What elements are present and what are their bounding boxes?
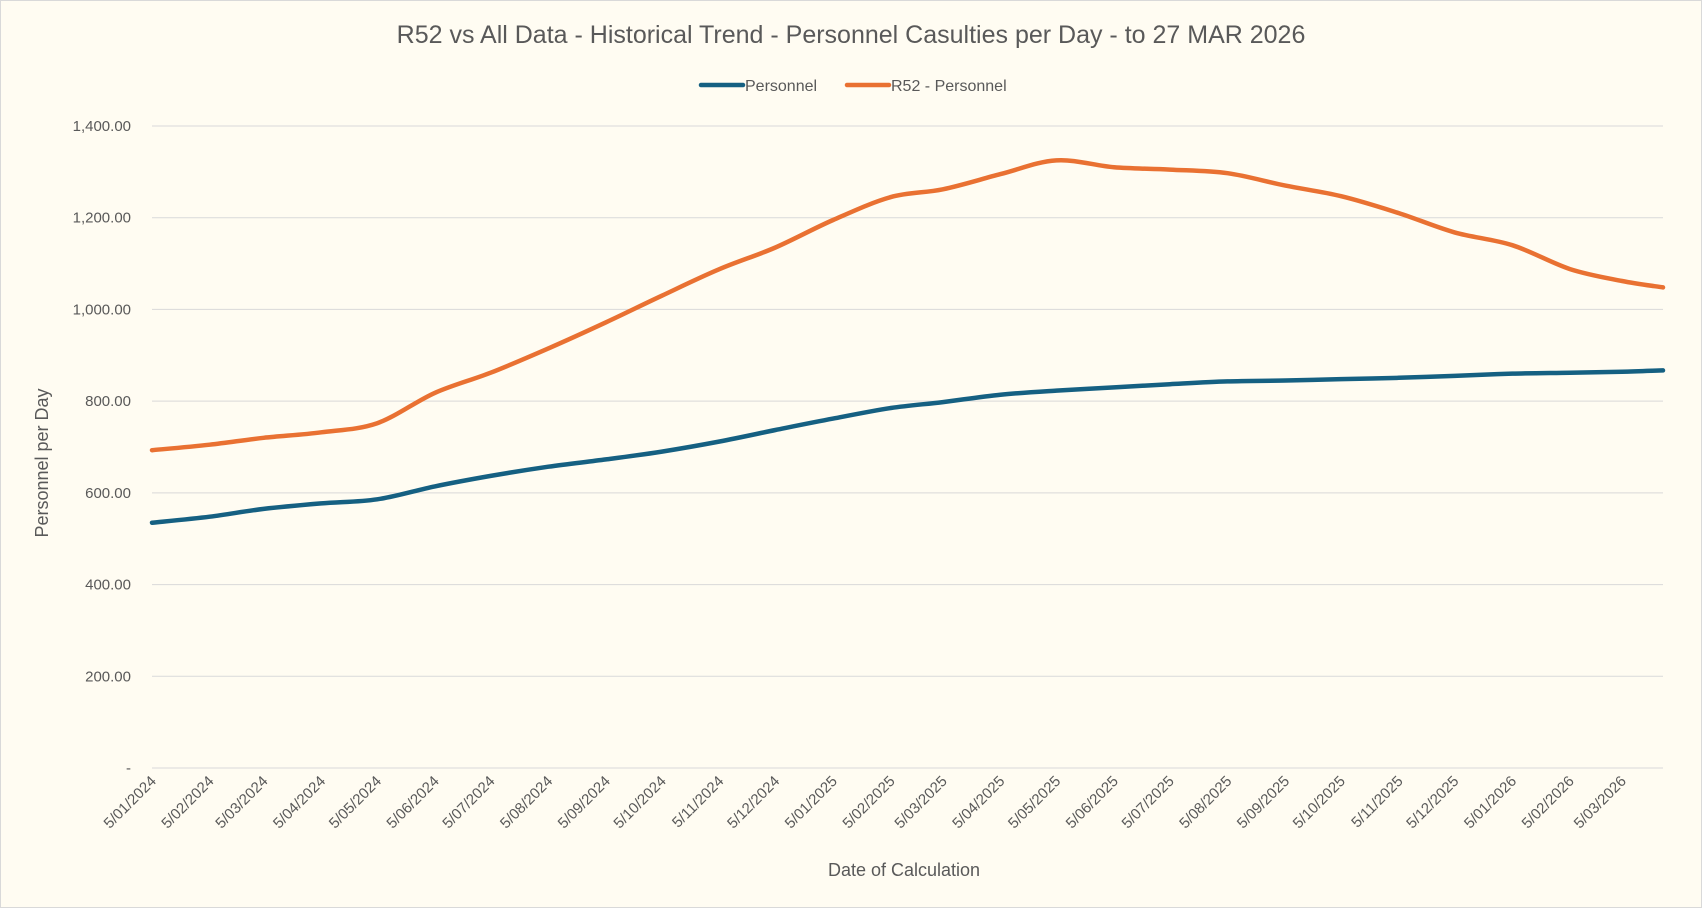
y-tick-label: 800.00 [85, 393, 131, 410]
y-tick-label: 400.00 [85, 577, 131, 594]
x-tick-label: 5/11/2024 [669, 773, 727, 831]
x-tick-label: 5/04/2024 [270, 773, 329, 832]
x-tick-label: 5/09/2024 [555, 773, 614, 832]
x-tick-label: 5/02/2025 [839, 773, 898, 832]
x-tick-label: 5/02/2026 [1519, 773, 1578, 832]
series-line-0 [149, 368, 1666, 525]
series-line-1 [149, 158, 1666, 453]
y-axis-title: Personnel per Day [32, 388, 52, 537]
x-tick-label: 5/01/2025 [782, 773, 841, 832]
x-tick-label: 5/07/2025 [1118, 773, 1177, 832]
x-tick-label: 5/12/2025 [1403, 773, 1462, 832]
y-tick-label: 1,200.00 [73, 210, 131, 227]
x-tick-label: 5/10/2024 [610, 773, 669, 832]
x-tick-label: 5/03/2025 [891, 773, 950, 832]
x-tick-label: 5/02/2024 [158, 773, 217, 832]
x-tick-label: 5/10/2025 [1290, 773, 1349, 832]
chart-title: R52 vs All Data - Historical Trend - Per… [397, 21, 1306, 49]
y-tick-label: 600.00 [85, 485, 131, 502]
x-tick-label: 5/09/2025 [1234, 773, 1293, 832]
series-lines [149, 158, 1666, 525]
x-tick-label: 5/08/2025 [1176, 773, 1235, 832]
legend-label: Personnel [745, 78, 817, 95]
x-tick-label: 5/01/2026 [1461, 773, 1520, 832]
x-tick-label: 5/05/2024 [326, 773, 385, 832]
y-tick-label: 1,000.00 [73, 301, 131, 318]
x-tick-label: 5/04/2025 [949, 773, 1008, 832]
y-tick-label: - [126, 760, 131, 777]
x-axis-ticks: 5/01/20245/02/20245/03/20245/04/20245/05… [101, 773, 1630, 832]
x-tick-label: 5/01/2024 [101, 773, 160, 832]
x-tick-label: 5/07/2024 [439, 773, 498, 832]
x-axis-title: Date of Calculation [828, 860, 980, 880]
x-tick-label: 5/06/2025 [1063, 773, 1122, 832]
x-tick-label: 5/06/2024 [383, 773, 442, 832]
legend-label: R52 - Personnel [891, 78, 1007, 95]
x-tick-label: 5/12/2024 [724, 773, 783, 832]
y-tick-label: 200.00 [85, 668, 131, 685]
gridlines [152, 125, 1663, 769]
y-axis-ticks: - 200.00 400.00 600.00 800.00 1,000.00 1,200.0… [73, 118, 131, 777]
x-tick-label: 5/03/2024 [212, 773, 271, 832]
x-tick-label: 5/11/2025 [1348, 773, 1406, 831]
legend: Personnel R52 - Personnel [698, 78, 1007, 95]
x-tick-label: 5/08/2024 [497, 773, 556, 832]
x-tick-label: 5/03/2026 [1571, 773, 1630, 832]
x-tick-label: 5/05/2025 [1005, 773, 1064, 832]
y-tick-label: 1,400.00 [73, 118, 131, 135]
